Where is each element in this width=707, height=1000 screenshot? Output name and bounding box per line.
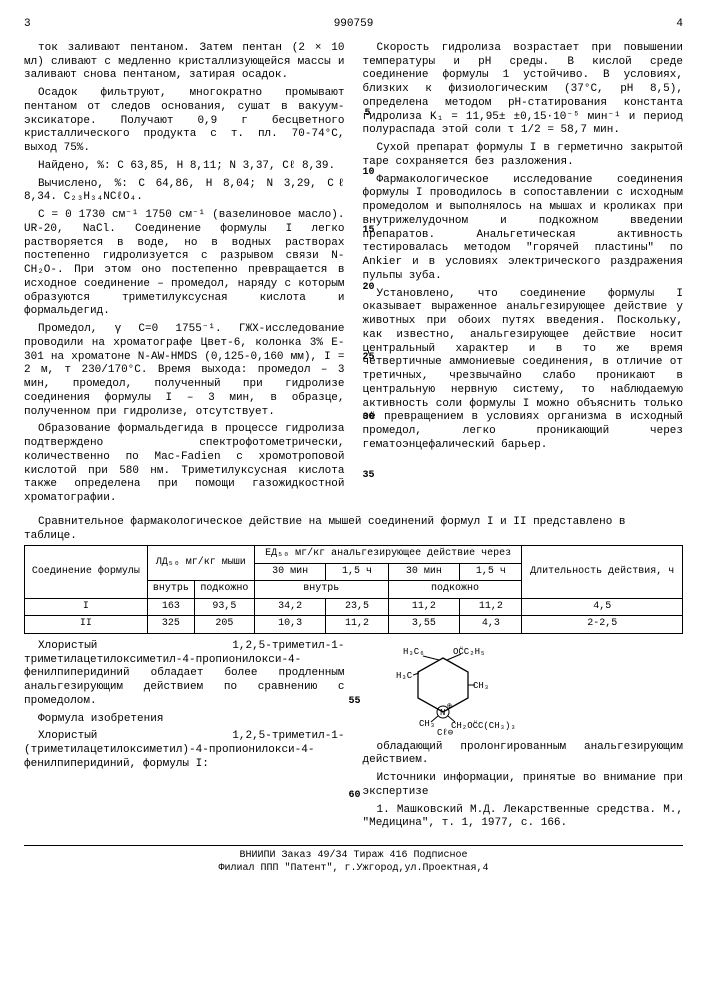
table-caption: Сравнительное фармакологическое действие… [24, 516, 683, 544]
line-30: 30 [349, 412, 375, 425]
left-p1: ток заливают пентаном. Затем пентан (2 ×… [24, 42, 345, 83]
th-duration: Длительность действия, ч [522, 546, 683, 599]
left-p4: Вычислено, %: С 64,86, Н 8,04; N 3,29, C… [24, 178, 345, 206]
line-25: 25 [349, 352, 375, 365]
line-10: 10 [349, 167, 375, 180]
right-p4: 253035Установлено, что соединение формул… [363, 288, 684, 453]
br-p3: 1. Машковский М.Д. Лекарственные средств… [363, 804, 684, 832]
svg-text:N: N [440, 708, 445, 718]
footer: ВНИИПИ Заказ 49/34 Тираж 416 Подписное Ф… [24, 845, 683, 875]
right-p1: 5Скорость гидролиза возрастает при повыш… [363, 42, 684, 138]
line-60: 60 [349, 790, 361, 803]
table-row: II 325 205 10,3 11,2 3,55 4,3 2-2,5 [25, 616, 683, 634]
label-ch3b: CH₃ [473, 681, 489, 691]
th-ld50: ЛД₅₀ мг/кг мыши [147, 546, 254, 581]
label-cl: Cℓ⊖ [437, 728, 453, 735]
left-p5: C = 0 1730 см⁻¹ 1750 см⁻¹ (вазелиновое м… [24, 209, 345, 319]
br-p2: Источники информации, принятые во вниман… [363, 772, 684, 800]
two-column-body: ток заливают пентаном. Затем пентан (2 ×… [24, 42, 683, 510]
line-35: 35 [349, 470, 375, 483]
chemical-structure-icon: H₃C₆ OC̈C₂H₅ H₃C CH₃ N ⊕ CH₃ CH₂OC̈C(CH₃… [363, 640, 523, 735]
line-5: 5 [351, 108, 371, 121]
comparison-table: Соединение формулы ЛД₅₀ мг/кг мыши ЕД₅₀ … [24, 545, 683, 634]
right-column: 5Скорость гидролиза возрастает при повыш… [363, 42, 684, 510]
page-header: 3 990759 4 [24, 18, 683, 32]
footer-line2: Филиал ППП "Патент", г.Ужгород,ул.Проект… [24, 863, 683, 876]
page-num-right: 4 [676, 18, 683, 32]
svg-text:⊕: ⊕ [447, 702, 452, 711]
left-p2: Осадок фильтруют, многократно промывают … [24, 87, 345, 156]
th-vnutr-b: внутрь [254, 581, 388, 599]
th-podk-a: подкожно [195, 581, 255, 599]
th-ed50: ЕД₅₀ мг/кг анальгезирующее действие чере… [254, 546, 522, 564]
line-15: 15 [349, 225, 375, 238]
left-p6: Промедол, γ C=0 1755⁻¹. ГЖХ-исследование… [24, 323, 345, 419]
th-30min-b: 30 мин [388, 563, 460, 581]
patent-number: 990759 [334, 18, 374, 32]
footer-line1: ВНИИПИ Заказ 49/34 Тираж 416 Подписное [24, 850, 683, 863]
left-column: ток заливают пентаном. Затем пентан (2 ×… [24, 42, 345, 510]
label-ph: H₃C₆ [403, 647, 425, 657]
bottom-left-col: Хлористый 1,2,5-триметил-1-триметилацети… [24, 640, 345, 835]
th-compound: Соединение формулы [25, 546, 148, 599]
left-p7: Образование формальдегида в процессе гид… [24, 423, 345, 506]
label-ocboc: CH₂OC̈C(CH₃)₃ [451, 721, 516, 731]
page-num-left: 3 [24, 18, 31, 32]
label-ch3a: H₃C [396, 671, 413, 681]
th-15h-a: 1,5 ч [326, 563, 388, 581]
th-30min-a: 30 мин [254, 563, 326, 581]
line-55: 55 [349, 696, 361, 709]
th-15h-b: 1,5 ч [460, 563, 522, 581]
right-p2: 10Сухой препарат формулы I в герметично … [363, 142, 684, 170]
bl-p2: Хлористый 1,2,5-триметил-1-(триметилацет… [24, 730, 345, 771]
left-p3: Найдено, %: С 63,85, Н 8,11; N 3,37, Cℓ … [24, 160, 345, 174]
bl-p1: Хлористый 1,2,5-триметил-1-триметилацети… [24, 640, 345, 709]
line-20: 20 [349, 282, 375, 295]
th-podk-b: подкожно [388, 581, 522, 599]
bottom-right-col: 55 60 H₃C₆ OC̈C₂H₅ H₃C CH₃ N ⊕ CH₃ CH₂OC… [363, 640, 684, 835]
below-table-section: Хлористый 1,2,5-триметил-1-триметилацети… [24, 640, 683, 835]
th-vnutr-a: внутрь [147, 581, 194, 599]
right-p3: 1520Фармакологическое исследование соеди… [363, 174, 684, 284]
table-row: I 163 93,5 34,2 23,5 11,2 11,2 4,5 [25, 598, 683, 616]
formula-title: Формула изобретения [24, 713, 345, 727]
br-p1: обладающий пролонгированным анальгезирую… [363, 741, 684, 769]
